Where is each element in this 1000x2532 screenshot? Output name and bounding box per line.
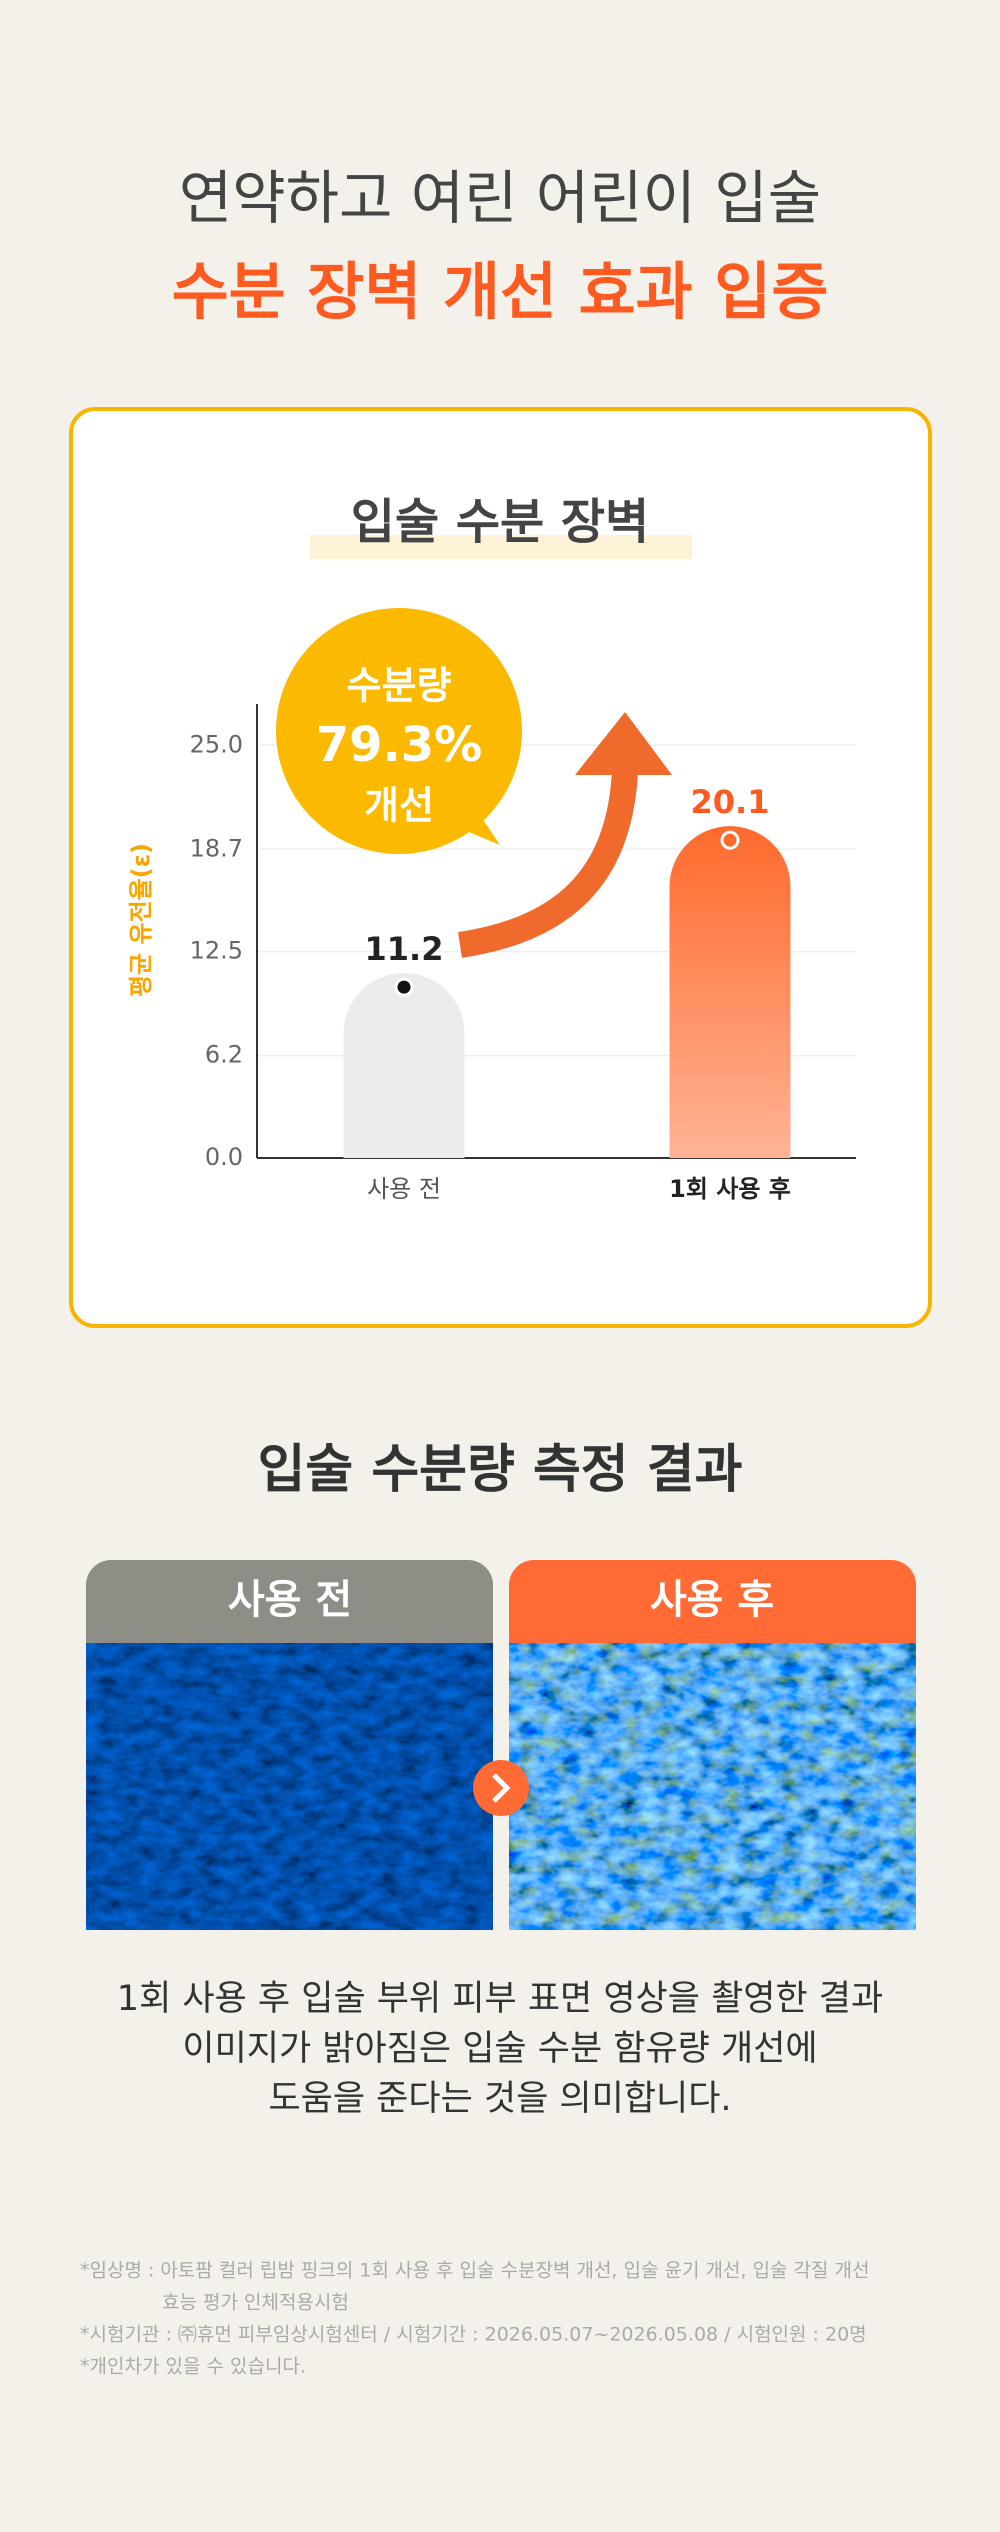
bar xyxy=(343,973,465,1158)
x-tick-label: 1회 사용 후 xyxy=(669,1175,791,1203)
bubble-value: 79.3% xyxy=(316,717,483,773)
footnote: *개인차가 있을 수 있습니다. xyxy=(80,2356,306,2378)
bubble xyxy=(276,608,522,854)
after-header xyxy=(509,1560,916,1643)
footnote: 효능 평가 인체적용시험 xyxy=(162,2292,349,2314)
after-texture xyxy=(509,1643,916,1930)
arrow-head xyxy=(575,712,672,775)
footnote: *시험기관 : ㈜휴먼 피부임상시험센터 / 시험기간 : 2026.05.07… xyxy=(80,2324,867,2346)
y-axis-label: 평균 유전율(ε) xyxy=(127,843,155,997)
next-chevron xyxy=(492,1773,511,1803)
y-tick-label: 0.0 xyxy=(205,1143,243,1171)
bubble-text: 수분량 xyxy=(347,664,452,708)
value-label: 20.1 xyxy=(691,783,770,821)
next-icon xyxy=(473,1760,529,1816)
chart-title: 입술 수분 장벽 xyxy=(351,494,649,550)
section-title: 입술 수분량 측정 결과 xyxy=(258,1440,743,1500)
before-texture xyxy=(86,1643,493,1930)
footnote: *임상명 : 아토팜 컬러 립밤 핑크의 1회 사용 후 입술 수분장벽 개선,… xyxy=(80,2260,870,2282)
after-label: 사용 후 xyxy=(650,1577,774,1623)
y-tick-label: 12.5 xyxy=(190,937,243,965)
x-tick-label: 사용 전 xyxy=(367,1175,441,1203)
bubble-text: 개선 xyxy=(364,784,434,828)
headline: 연약하고 여린 어린이 입술 xyxy=(179,164,821,232)
before-label: 사용 전 xyxy=(228,1577,352,1623)
title-highlight xyxy=(310,535,692,559)
description: 도움을 준다는 것을 의미합니다. xyxy=(268,2079,731,2119)
y-tick-label: 18.7 xyxy=(190,834,243,862)
description: 이미지가 밝아짐은 입술 수분 함유량 개선에 xyxy=(182,2029,817,2069)
headline-accent: 수분 장벽 개선 효과 입증 xyxy=(172,255,829,328)
y-tick-label: 6.2 xyxy=(205,1041,243,1069)
value-dot xyxy=(394,977,414,997)
description: 1회 사용 후 입술 부위 피부 표면 영상을 촬영한 결과 xyxy=(117,1979,883,2019)
y-tick-label: 25.0 xyxy=(190,730,243,758)
before-header xyxy=(86,1560,493,1643)
plot: 0.0 6.2 12.5 18.7 25.0 11.2 사용 전 20.1 1회 사용 후 xyxy=(190,704,856,1203)
value-label: 11.2 xyxy=(365,930,444,968)
bar xyxy=(669,826,791,1158)
arrow xyxy=(458,769,638,958)
value-dot xyxy=(720,830,740,850)
